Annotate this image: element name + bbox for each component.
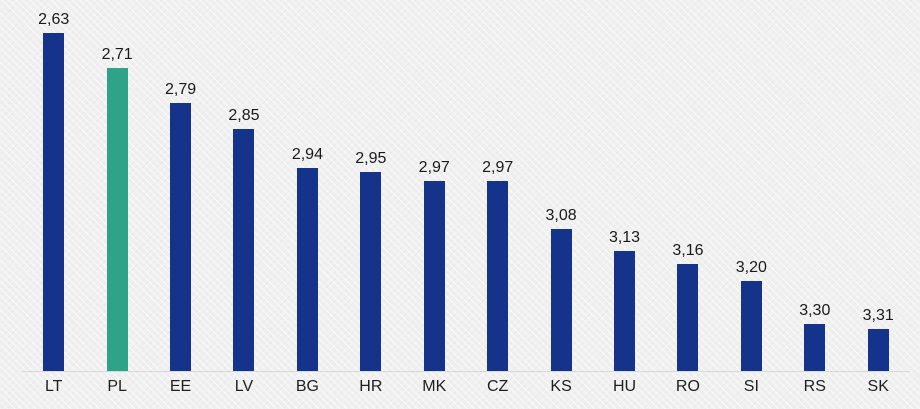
bar-LT (43, 33, 65, 371)
bar-value-label-SI: 3,20 (735, 259, 767, 276)
bar-column-HU: 3,13 (593, 0, 656, 371)
bar-value-label-LV: 2,85 (228, 107, 260, 124)
bar-RO (677, 264, 699, 371)
x-axis-label-SK: SK (867, 378, 889, 395)
bar-EE (170, 103, 192, 371)
bar-column-HR: 2,95 (339, 0, 402, 371)
bar-SK (867, 329, 889, 371)
bar-PL (106, 68, 128, 371)
x-axis-label-RS: RS (803, 378, 826, 395)
bar-column-LV: 2,85 (212, 0, 275, 371)
x-axis-label-MK: MK (422, 378, 447, 395)
x-axis-label-PL: PL (107, 378, 127, 395)
bar-value-label-RO: 3,16 (672, 242, 704, 259)
bar-KS (550, 229, 572, 371)
bar-column-PL: 2,71 (85, 0, 148, 371)
x-axis-label-HR: HR (359, 378, 383, 395)
bar-value-label-SK: 3,31 (862, 307, 894, 324)
bar-value-label-PL: 2,71 (101, 46, 133, 63)
bar-HU (614, 251, 635, 371)
bar-SI (740, 281, 762, 371)
x-axis-label-LV: LV (234, 378, 254, 395)
bar-value-label-EE: 2,79 (164, 81, 197, 98)
bar-value-label-CZ: 2,97 (482, 159, 514, 176)
bar-value-label-BG: 2,94 (291, 146, 323, 163)
bar-column-SI: 3,20 (720, 0, 783, 371)
x-axis-label-EE: EE (169, 378, 192, 395)
bar-column-MK: 2,97 (403, 0, 466, 371)
x-axis-label-SI: SI (743, 378, 759, 395)
plot-area: 2,63 2,71 2,79 2,85 2,94 2,95 2,97 2,97 3,08 3,13… (22, 0, 910, 371)
bar-column-SK: 3,31 (846, 0, 909, 371)
x-axis-label-BG: BG (295, 378, 319, 395)
bar-HR (360, 172, 382, 371)
bar-column-EE: 2,79 (149, 0, 212, 371)
bar-column-BG: 2,94 (276, 0, 339, 371)
bar-value-label-LT: 2,63 (38, 11, 70, 28)
bar-value-label-HU: 3,13 (608, 229, 641, 246)
bar-value-label-MK: 2,97 (418, 159, 450, 176)
bar-LV (233, 129, 255, 371)
bar-BG (296, 168, 318, 371)
x-axis-line (22, 371, 910, 372)
bar-MK (423, 181, 445, 371)
bar-column-RS: 3,30 (783, 0, 846, 371)
bar-column-KS: 3,08 (529, 0, 592, 371)
bar-value-label-KS: 3,08 (545, 207, 577, 224)
x-axis-label-LT: LT (44, 378, 63, 395)
bar-value-label-RS: 3,30 (799, 302, 831, 319)
x-axis-label-CZ: CZ (487, 378, 509, 395)
bar-value-label-HR: 2,95 (355, 150, 387, 167)
x-axis-labels: LT PL EE LV BG HR MK CZ KS HU RO SI RS SK (22, 377, 910, 396)
bar-column-RO: 3,16 (656, 0, 719, 371)
bar-CZ (487, 181, 509, 371)
x-axis-label-RO: RO (675, 378, 700, 395)
bar-RS (804, 324, 826, 371)
x-axis-label-KS: KS (550, 378, 572, 395)
bar-column-CZ: 2,97 (466, 0, 529, 371)
x-axis-label-HU: HU (612, 378, 637, 395)
bar-column-LT: 2,63 (22, 0, 85, 371)
